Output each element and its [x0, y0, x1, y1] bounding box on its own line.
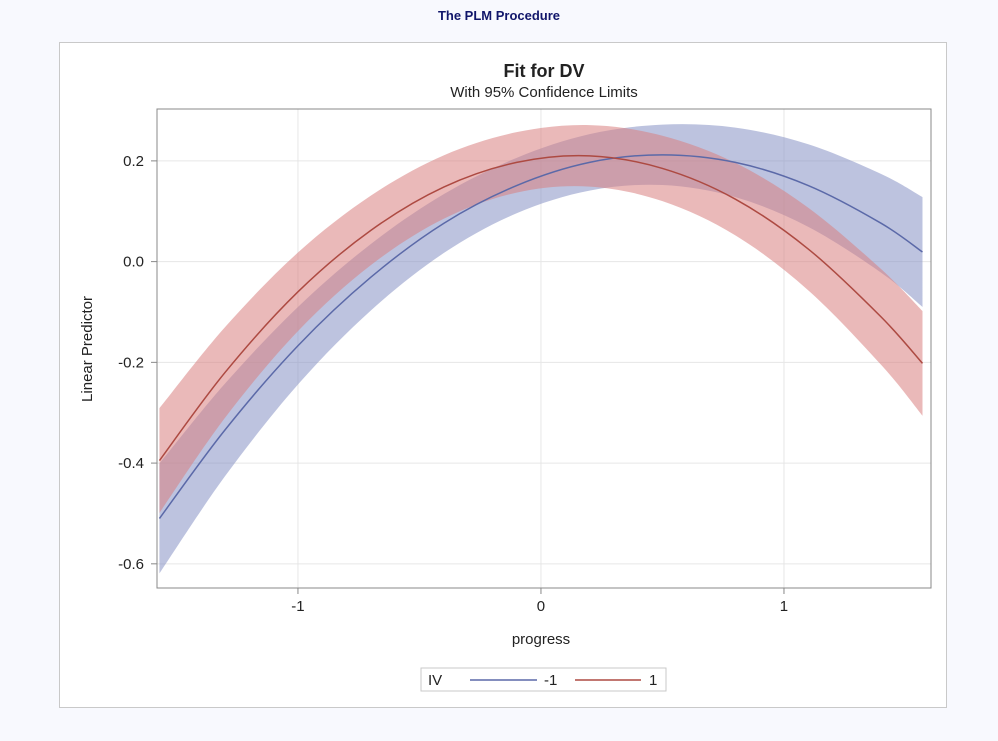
- plot-frame: [156, 108, 932, 589]
- legend-label-neg1: -1: [544, 672, 557, 689]
- fit-line-1: [158, 154, 924, 462]
- confidence-band-1: [159, 125, 923, 513]
- fit-line-neg1: [158, 154, 923, 519]
- legend-title: IV: [428, 672, 442, 689]
- procedure-title: The PLM Procedure: [437, 8, 561, 23]
- legend: IV -1 1: [420, 667, 667, 692]
- x-tick-label: 0: [537, 598, 545, 615]
- y-tick-label: 0.0: [123, 254, 144, 271]
- chart-title: Fit for DV: [504, 61, 585, 81]
- y-axis-label: Linear Predictor: [79, 296, 96, 402]
- chart-subtitle: With 95% Confidence Limits: [450, 84, 638, 101]
- x-tick-label: 1: [780, 598, 788, 615]
- confidence-band-neg1: [159, 124, 923, 574]
- legend-label-1: 1: [649, 672, 657, 689]
- y-tick-label: -0.2: [118, 354, 144, 371]
- x-axis-label: progress: [512, 631, 570, 648]
- y-tick-label: 0.2: [123, 153, 144, 170]
- x-tick-label: -1: [291, 598, 304, 615]
- y-tick-label: -0.4: [118, 455, 144, 472]
- y-tick-label: -0.6: [118, 556, 144, 573]
- legend-frame: [420, 667, 667, 692]
